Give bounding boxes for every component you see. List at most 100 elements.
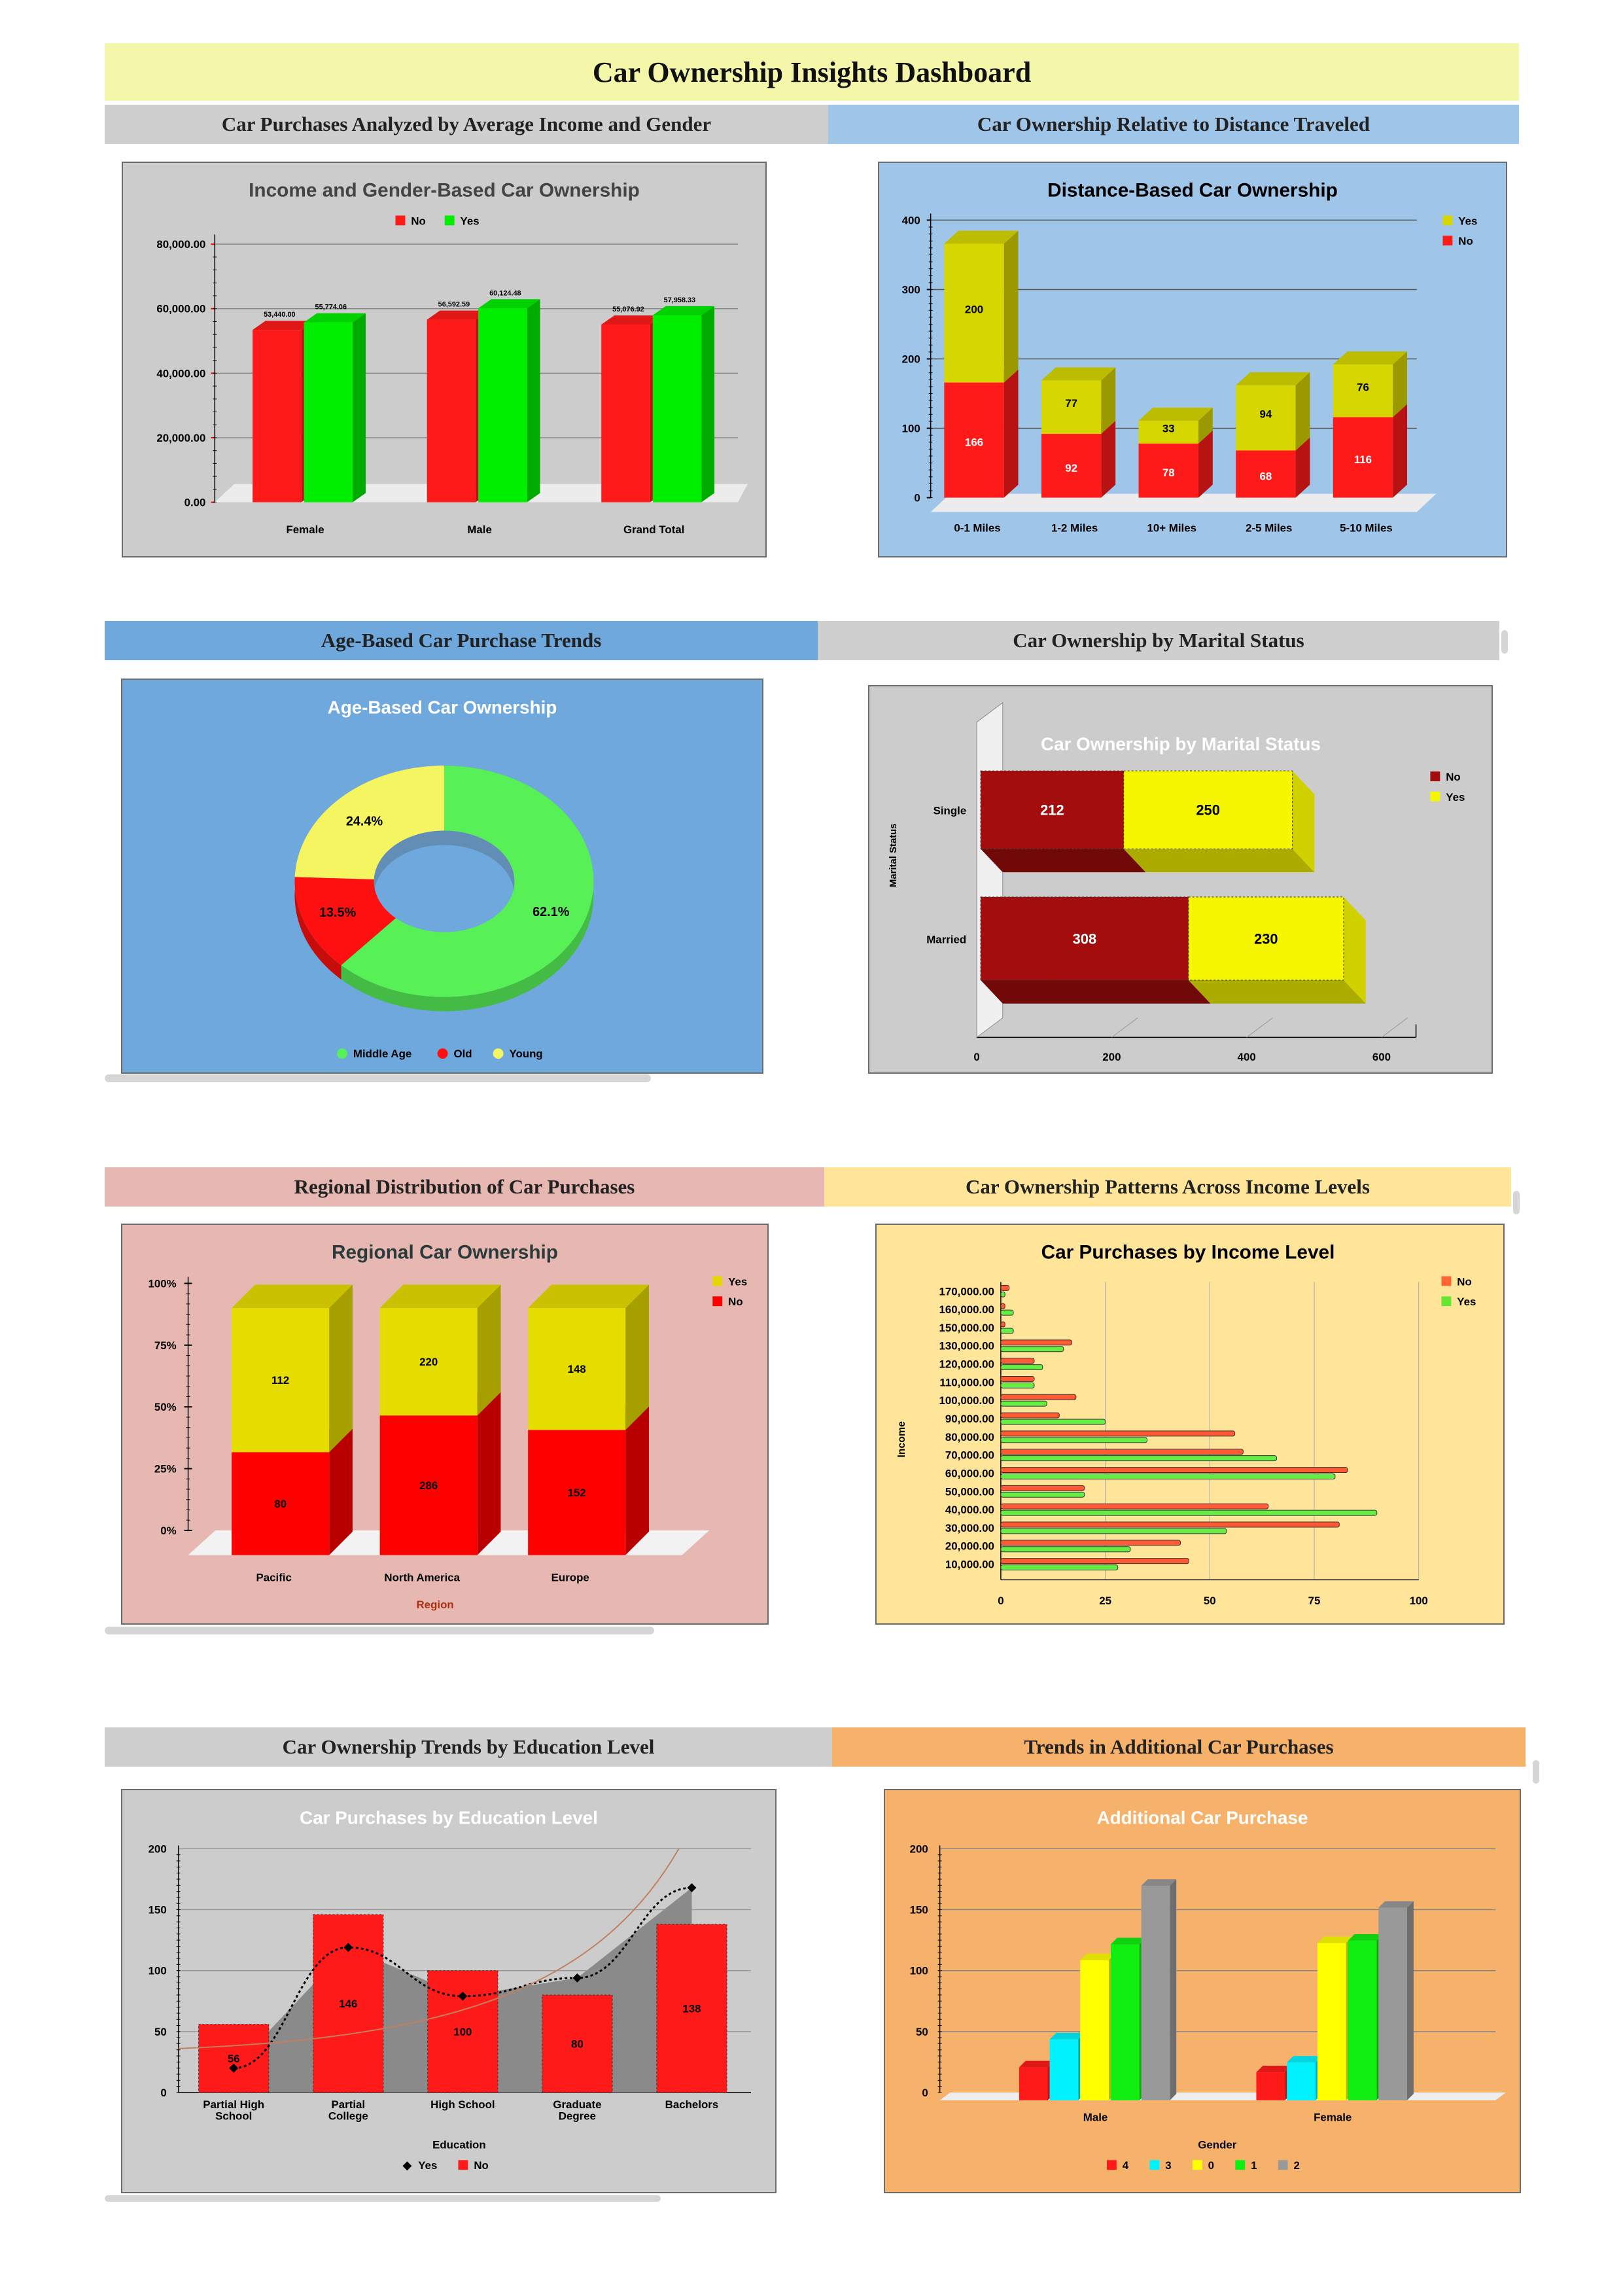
age-chart: Age-Based Car Ownership 62.1% 13.5% 24.4% Mi… [121,679,763,1074]
bar-no [1041,434,1102,498]
bar-yes-side [1393,351,1408,417]
legend-swatch [1430,771,1440,782]
bar-yes [1000,1364,1043,1371]
chart-title: Additional Car Purchase [1097,1808,1308,1828]
vertical-scrollbar[interactable] [1513,1191,1520,1214]
chart-title: Distance-Based Car Ownership [1047,180,1338,202]
bar-yes [379,1308,478,1416]
bar-no [427,1970,498,2093]
horizontal-scrollbar[interactable] [105,1627,654,1634]
bar-yes [1000,1491,1085,1498]
legend-label: Yes [728,1275,747,1288]
bar-yes [1000,1510,1378,1516]
bar-series-2-side [1170,1879,1177,2100]
category-label: Female [1314,2111,1352,2124]
horizontal-scrollbar[interactable] [105,1074,651,1082]
legend-swatch [402,2161,412,2171]
legend-label: Yes [461,215,480,227]
bar-yes-side [1198,408,1213,444]
category-label: 150,000.00 [939,1322,994,1334]
legend-swatch [395,215,406,226]
bar-series-2 [1378,1907,1407,2100]
category-label: Partial [332,2098,366,2111]
bar-no [1000,1485,1085,1491]
vertical-scrollbar[interactable] [1501,630,1508,654]
bar-no [379,1415,478,1555]
data-label: 148 [568,1363,586,1375]
bar-yes [1000,1546,1131,1553]
tick-label: 20,000.00 [156,432,205,444]
legend-label: 3 [1165,2159,1171,2172]
legend-swatch [1430,791,1440,802]
bar-yes [1123,770,1293,849]
bar-series-1-top [1348,1934,1384,1941]
category-label: College [328,2110,368,2123]
bar-series-2-side [1406,1901,1414,2100]
bar-no [1000,1339,1072,1346]
category-label: Female [287,523,324,536]
bar-yes [1000,1382,1035,1388]
data-label: 77 [1065,397,1077,410]
tick-label: 200 [148,1843,167,1855]
bar-yes-top [1041,367,1116,381]
tick-label: 50 [1204,1595,1216,1607]
legend-label: No [728,1296,743,1308]
tick-label: 50% [154,1401,177,1413]
data-label: 166 [965,436,983,449]
bar-no [980,896,1189,981]
yes-line [234,1886,692,2070]
category-label: Europe [551,1571,589,1583]
bar-no [601,325,650,503]
legend-swatch [1278,2160,1288,2170]
bar-series-0 [1317,1943,1346,2100]
vertical-scrollbar[interactable] [1533,1760,1539,1784]
bar-side-yes [1343,896,1366,1004]
category-label: School [215,2110,252,2123]
bar-yes [1000,1419,1106,1425]
tick-label: 200 [1102,1051,1121,1063]
bar-yes-top [1236,372,1310,385]
bar-yes-top [478,299,540,309]
bar-series-1-top [1110,1937,1146,1945]
legend-swatch [1149,2160,1160,2170]
bar-yes [1000,1564,1119,1571]
chart-title: Regional Car Ownership [332,1242,558,1263]
data-label: 57,958.33 [664,296,696,304]
data-label: 308 [1073,930,1096,947]
bar-yes-top [652,306,715,315]
bar-yes [1000,1309,1014,1316]
gridline [1246,1017,1273,1038]
category-label: Male [1083,2111,1108,2124]
legend-swatch [444,215,455,226]
bar-yes [1041,380,1102,434]
horizontal-scrollbar[interactable] [105,2195,661,2202]
bar-series-1 [1348,1940,1377,2100]
legend-label: Yes [1458,215,1477,227]
header-marital: Car Ownership by Marital Status [818,621,1499,660]
additional-chart: Additional Car Purchase 0 50 100 150 200 Male F… [884,1789,1521,2193]
bar-bottom-yes [1188,980,1366,1004]
bar-no [528,1430,626,1555]
tick-label: 50 [916,2026,928,2038]
tick-label: 40,000.00 [156,367,205,380]
data-label: 62.1% [532,905,570,919]
tick-label: 25% [154,1463,177,1475]
bar-no [656,1924,727,2093]
category-label: 0-1 Miles [954,521,1000,534]
chart-title: Income and Gender-Based Car Ownership [249,180,640,202]
bar-no [1000,1430,1236,1437]
bar-no-side [477,1392,501,1555]
bar-no-side [1003,369,1019,498]
data-label: 80 [274,1498,287,1510]
bar-yes-top [528,1284,649,1309]
income-gender-chart: Income and Gender-Based Car Ownership No Y… [122,162,767,557]
tick-label: 0 [922,2087,928,2099]
tick-label: 0 [998,1595,1003,1607]
bar-yes [478,308,527,503]
category-label: 1-2 Miles [1051,521,1098,534]
category-label: 30,000.00 [945,1522,994,1534]
category-label: 160,000.00 [939,1303,994,1316]
donut-hole [374,830,515,932]
bar-series-2-top [1141,1879,1177,1886]
bar-yes-top [944,230,1019,244]
